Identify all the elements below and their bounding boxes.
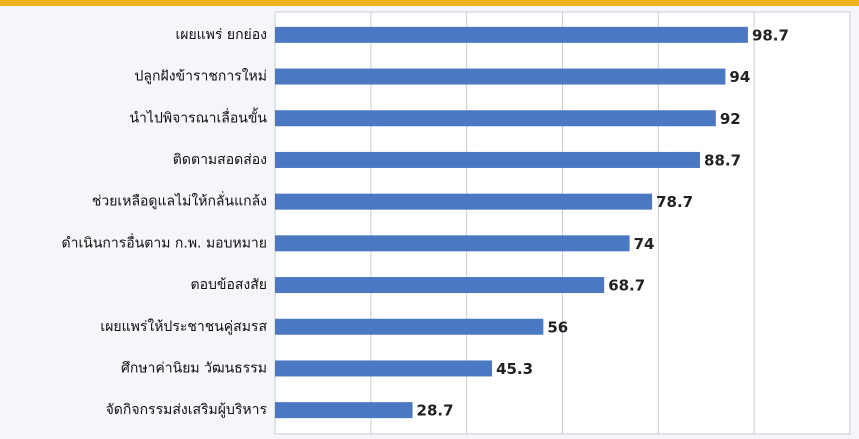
top-band — [0, 0, 859, 6]
bar — [275, 277, 605, 294]
value-label: 56 — [547, 318, 568, 336]
category-label: ติดตามสอดส่อง — [173, 152, 267, 168]
bar — [275, 402, 413, 419]
bar — [275, 110, 716, 127]
bar — [275, 193, 653, 210]
category-label: นำไปพิจารณาเลื่อนขั้น — [129, 107, 267, 126]
value-label: 28.7 — [417, 402, 454, 420]
value-label: 94 — [729, 68, 750, 86]
category-label: ตอบข้อสงสัย — [191, 277, 268, 293]
value-label: 74 — [634, 235, 655, 253]
value-label: 68.7 — [608, 277, 645, 295]
bar — [275, 68, 726, 85]
category-label: ศึกษาค่านิยม วัฒนธรรม — [121, 360, 267, 376]
bar — [275, 151, 701, 168]
category-label: จัดกิจกรรมส่งเสริมผู้บริหาร — [106, 402, 268, 418]
category-label: เผยแพร่ให้ประชาชนคู่สมรส — [100, 318, 267, 335]
value-label: 98.7 — [752, 26, 789, 44]
value-label: 78.7 — [656, 193, 693, 211]
bar — [275, 318, 544, 335]
category-label: เผยแพร่ ยกย่อง — [175, 27, 267, 43]
category-label: ปลูกฝังข้าราชการใหม่ — [135, 68, 267, 85]
bar — [275, 235, 630, 252]
value-label: 45.3 — [496, 360, 533, 378]
value-label: 88.7 — [704, 151, 741, 169]
category-label: ช่วยเหลือดูแลไม่ให้กลั่นแกล้ง — [92, 192, 267, 210]
value-label: 92 — [720, 110, 741, 128]
bar — [275, 26, 748, 43]
category-label: ดำเนินการอื่นตาม ก.พ. มอบหมาย — [62, 233, 267, 251]
bar — [275, 360, 493, 377]
